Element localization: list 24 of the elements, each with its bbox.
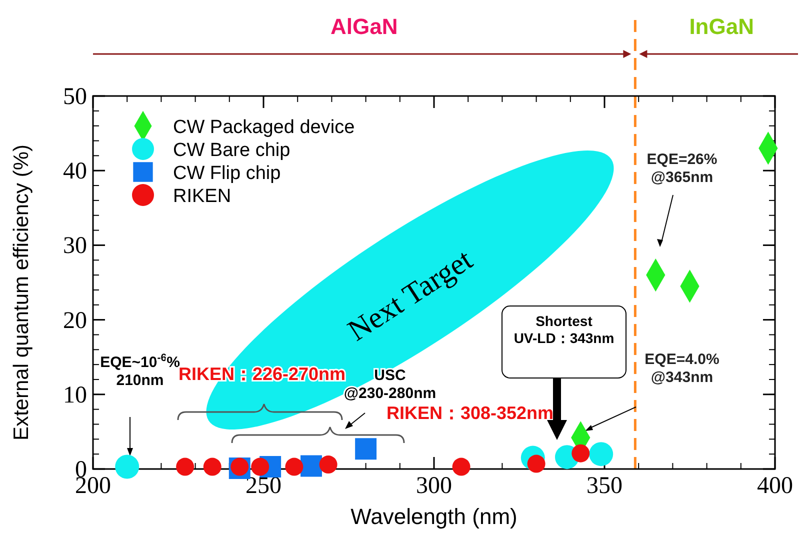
legend-label: CW Flip chip [173, 163, 281, 184]
annotation: RIKEN：308-352nm [386, 403, 554, 423]
y-tick-label: 50 [63, 84, 87, 110]
legend-label: CW Bare chip [173, 140, 290, 161]
annotation: Next Target [342, 242, 479, 348]
text: InGaN [689, 14, 754, 39]
legend-label: RIKEN [173, 186, 232, 207]
annotation: Shortest UV-LD：343nm [514, 313, 614, 346]
legend-label: CW Packaged device [173, 117, 355, 138]
annotation: EQE=26% @365nm [646, 151, 718, 186]
x-tick-label: 300 [416, 473, 452, 499]
y-tick-label: 10 [63, 382, 87, 408]
x-tick-label: 350 [586, 473, 622, 499]
y-tick-label: 40 [63, 158, 87, 185]
x-tick-label: 400 [757, 473, 793, 499]
y-tick-label: 30 [63, 233, 87, 260]
y-axis-title: External quantum efficiency (%) [10, 144, 33, 441]
x-tick-label: 250 [246, 473, 282, 499]
y-tick-label: 20 [63, 308, 87, 334]
text: AlGaN [330, 14, 398, 39]
annotation: EQE=4.0% @343nm [644, 351, 720, 386]
x-axis-title: Wavelength (nm) [350, 504, 518, 529]
annotation: EQE~10$^{-6}$% 210nm [100, 352, 180, 389]
annotation: USC @230-280nm [344, 367, 436, 402]
